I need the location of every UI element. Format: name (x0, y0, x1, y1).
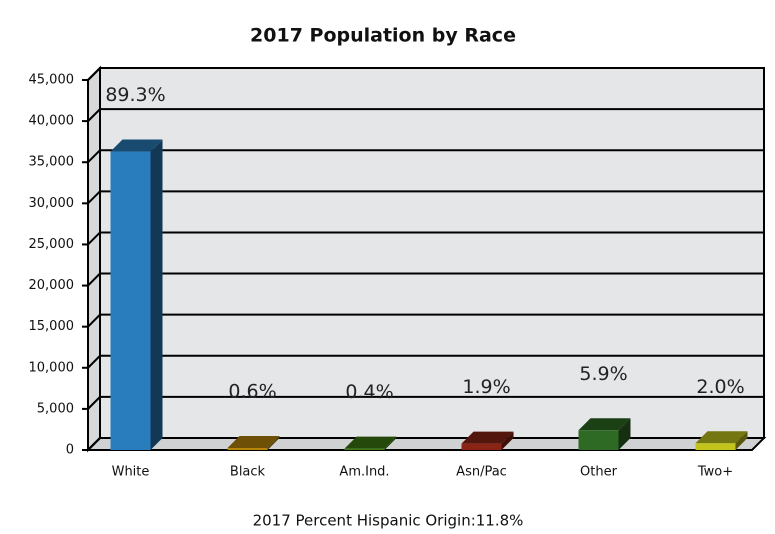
x-tick-label: Asn/Pac (456, 465, 507, 480)
footnote: 2017 Percent Hispanic Origin:11.8% (253, 512, 524, 530)
y-tick-label: 40,000 (29, 114, 75, 129)
grid-line (87, 149, 764, 163)
y-tick-label: 45,000 (29, 73, 75, 88)
y-tick-label: 35,000 (29, 155, 75, 170)
grid-line (87, 437, 764, 451)
bar (695, 443, 736, 450)
percent-label: 0.4% (345, 381, 393, 403)
x-tick-label: White (112, 465, 150, 480)
y-tick-label: 5,000 (37, 401, 74, 416)
bar-side (618, 418, 631, 450)
grid-line (87, 354, 764, 369)
x-tick-label: Two+ (697, 465, 733, 480)
bar-side (150, 139, 163, 451)
y-tick-label: 15,000 (29, 319, 75, 334)
y-tick-label: 0 (66, 443, 74, 458)
bar-top (344, 436, 397, 449)
bar (578, 430, 619, 450)
bar-top (461, 431, 514, 444)
chart-title: 2017 Population by Race (250, 25, 516, 47)
grid-line (87, 272, 764, 287)
plot-side-wall (87, 65, 101, 453)
bar-top (695, 431, 748, 444)
y-tick-label: 20,000 (29, 278, 75, 293)
bar (461, 443, 502, 450)
percent-label: 5.9% (579, 363, 627, 385)
bar-side (384, 436, 397, 450)
grid-line (87, 395, 764, 410)
bar-top (110, 139, 163, 152)
bar (227, 447, 268, 450)
bar (344, 448, 385, 450)
bar (110, 151, 151, 451)
percent-label: 2.0% (696, 376, 744, 398)
grid-line (87, 231, 764, 246)
bar-side (735, 431, 748, 450)
x-tick-label: Other (580, 465, 618, 480)
y-tick-label: 10,000 (29, 360, 75, 375)
grid-line (87, 67, 764, 81)
y-tick-label: 30,000 (29, 196, 75, 211)
y-tick-label: 25,000 (29, 237, 75, 252)
bar-top (578, 418, 631, 431)
x-tick-label: Am.Ind. (339, 465, 389, 480)
grid-line (87, 313, 764, 328)
bar-side (501, 431, 514, 450)
percent-label: 89.3% (105, 84, 165, 106)
percent-label: 1.9% (462, 376, 510, 398)
bar-top (227, 435, 280, 448)
x-tick-label: Black (230, 465, 266, 480)
bar-side (267, 435, 280, 450)
plot-floor (85, 437, 767, 451)
grid-line (87, 108, 764, 122)
grid-line (87, 190, 764, 205)
percent-label: 0.6% (228, 380, 276, 402)
plot-wall (99, 67, 765, 439)
